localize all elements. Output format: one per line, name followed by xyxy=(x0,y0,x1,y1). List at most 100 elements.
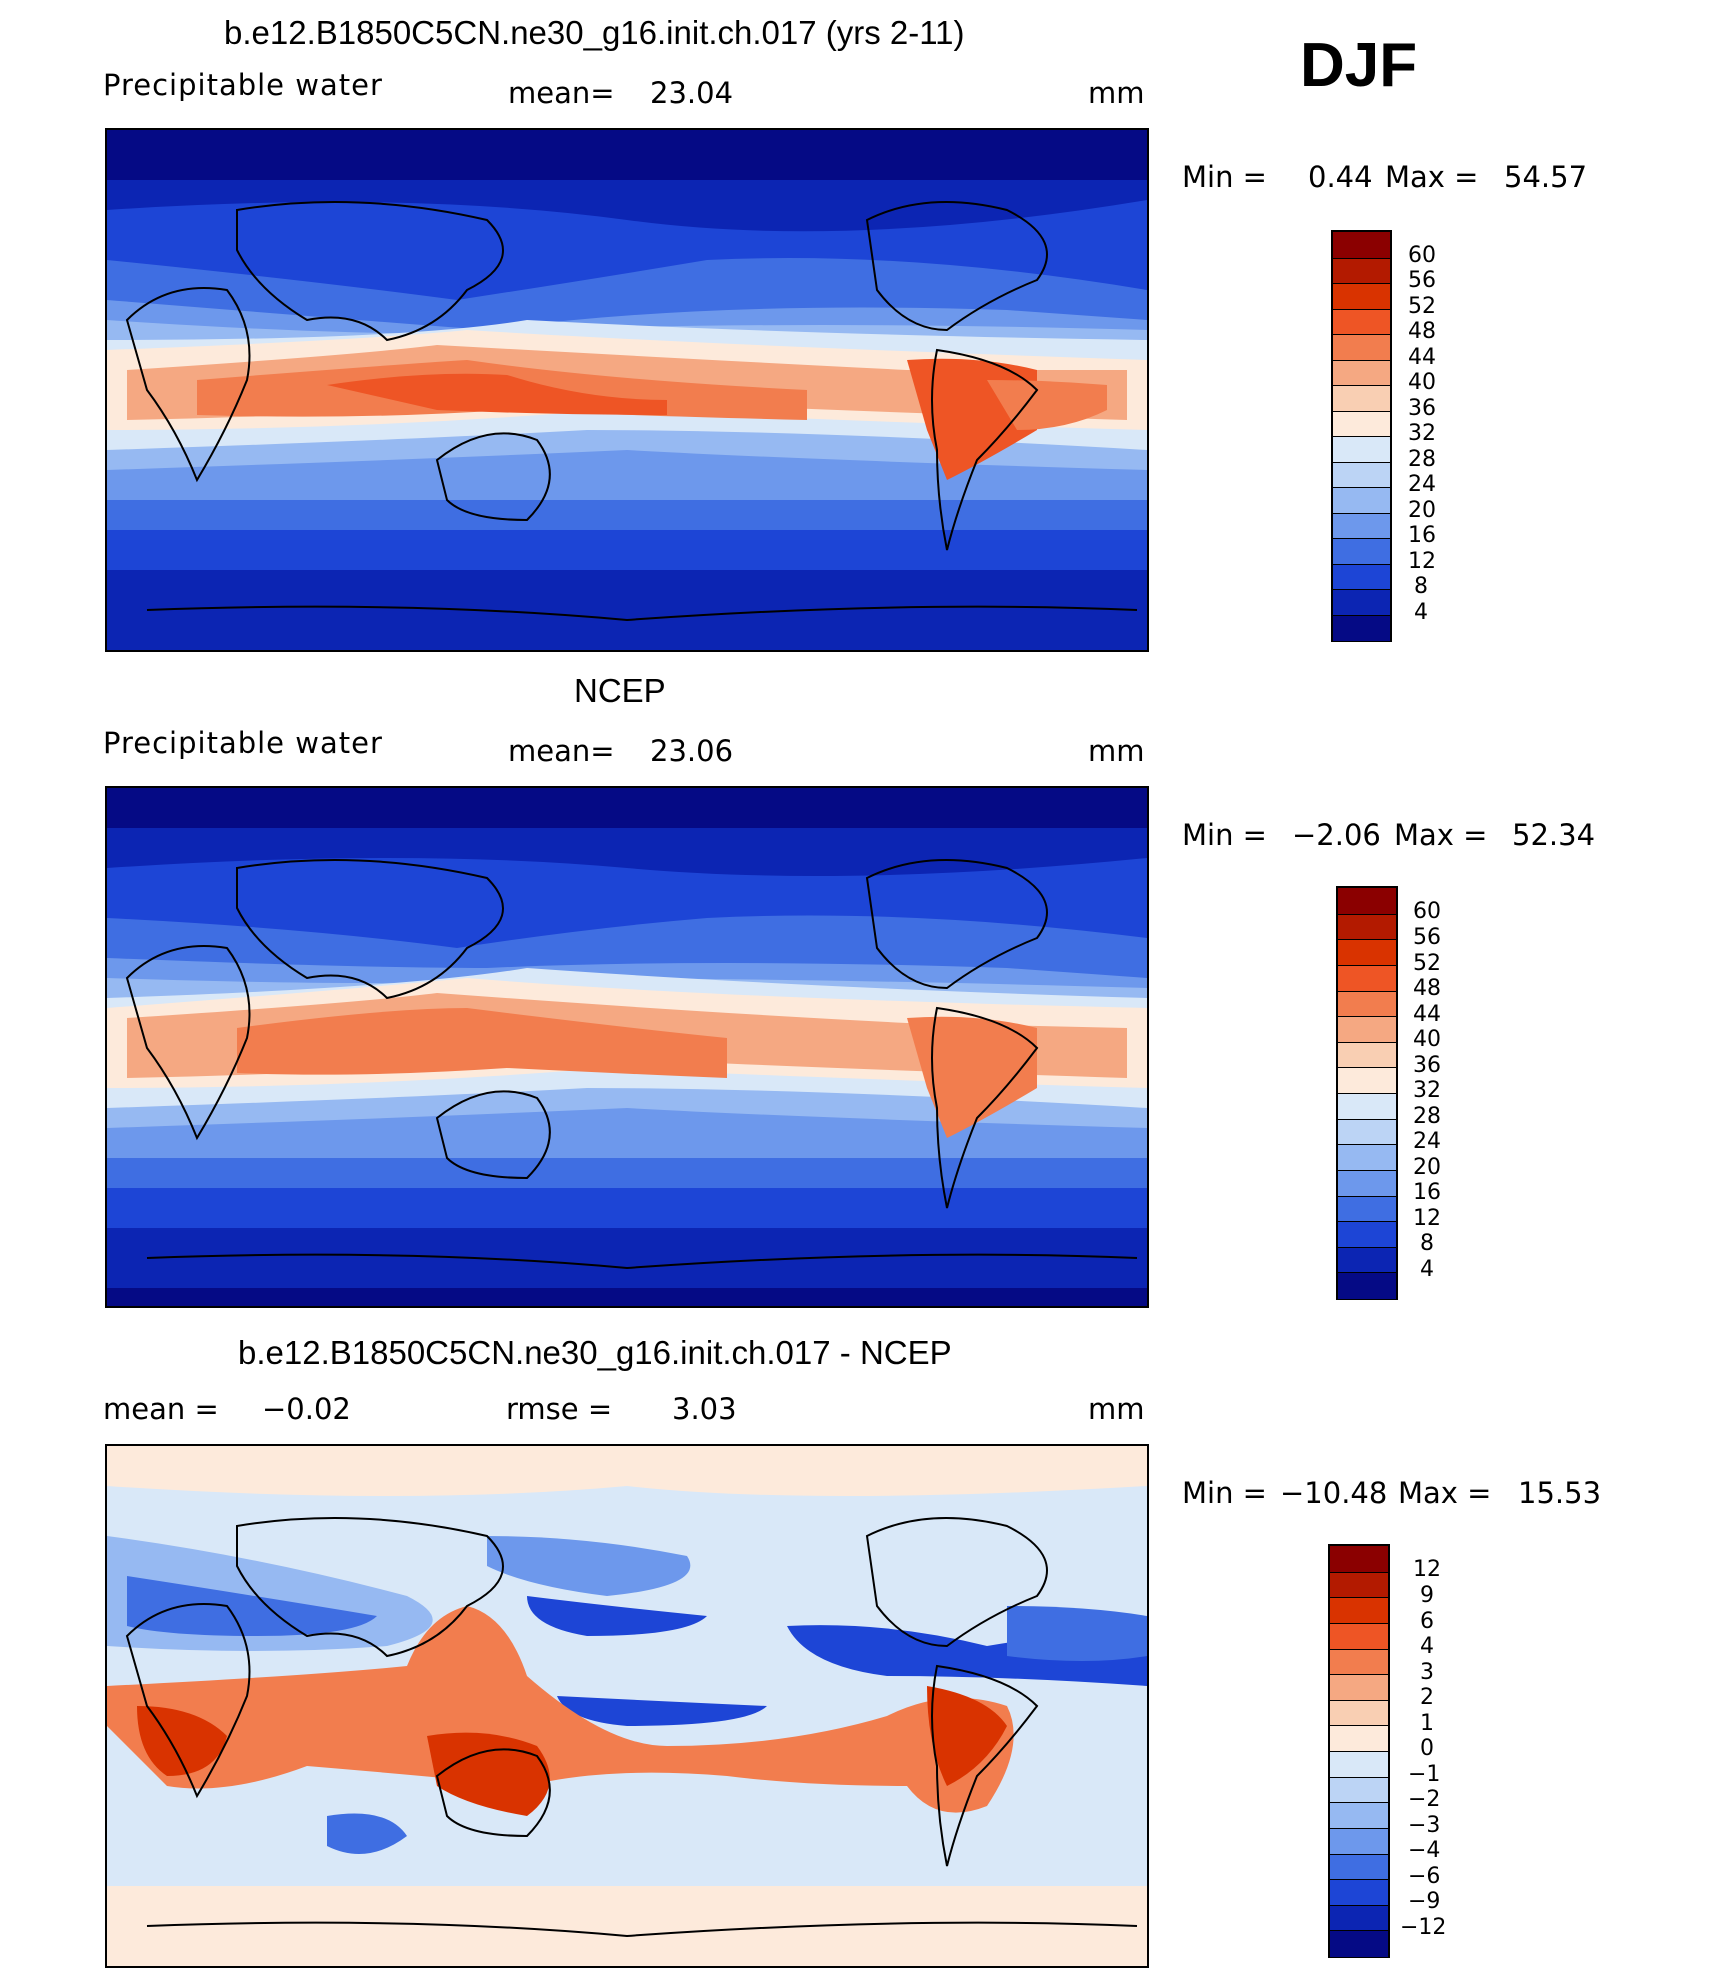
panel3-max-value: 15.53 xyxy=(1518,1476,1602,1510)
panel3-tick: 1 xyxy=(1420,1711,1434,1736)
colorbar-band xyxy=(1330,1571,1388,1599)
panel1-min-label: Min = xyxy=(1182,160,1267,194)
panel2-tick: 52 xyxy=(1413,951,1441,976)
colorbar-band xyxy=(1330,1776,1388,1804)
colorbar-band xyxy=(1333,614,1390,641)
colorbar-band xyxy=(1333,334,1390,361)
panel3-rmse-label: rmse = xyxy=(506,1392,613,1426)
panel3-title: b.e12.B1850C5CN.ne30_g16.init.ch.017 - N… xyxy=(238,1334,952,1371)
panel2-tick: 32 xyxy=(1413,1078,1441,1103)
panel3-tick: 0 xyxy=(1420,1736,1434,1761)
colorbar-band xyxy=(1338,913,1396,941)
panel1-max-label: Max = xyxy=(1385,160,1479,194)
colorbar-band xyxy=(1338,1016,1396,1043)
panel3-rmse-value: 3.03 xyxy=(672,1392,737,1426)
panel1-tick: 20 xyxy=(1408,498,1436,523)
panel1-map-svg xyxy=(107,130,1147,650)
panel3-map xyxy=(105,1444,1149,1968)
colorbar-band xyxy=(1338,990,1396,1018)
panel1-tick: 44 xyxy=(1408,345,1436,370)
colorbar-band xyxy=(1330,1597,1388,1624)
panel3-tick: 12 xyxy=(1413,1557,1441,1582)
panel2-colorbar xyxy=(1336,886,1398,1300)
colorbar-band xyxy=(1330,1751,1388,1778)
panel2-tick: 4 xyxy=(1420,1257,1434,1282)
panel2-min-label: Min = xyxy=(1182,818,1267,852)
panel3-min-value: −10.48 xyxy=(1280,1476,1388,1510)
colorbar-band xyxy=(1338,888,1396,915)
colorbar-band xyxy=(1333,487,1390,514)
panel3-mean-value: −0.02 xyxy=(262,1392,351,1426)
colorbar-band xyxy=(1338,1246,1396,1274)
panel1-units: mm xyxy=(1088,76,1145,110)
panel1-tick: 48 xyxy=(1408,319,1436,344)
panel3-tick: −3 xyxy=(1408,1813,1441,1838)
panel2-tick: 24 xyxy=(1413,1129,1441,1154)
colorbar-band xyxy=(1338,1169,1396,1197)
colorbar-band xyxy=(1333,257,1390,284)
panel2-tick: 16 xyxy=(1413,1180,1441,1205)
panel1-max-value: 54.57 xyxy=(1504,160,1588,194)
colorbar-band xyxy=(1333,359,1390,386)
panel3-map-svg xyxy=(107,1446,1147,1966)
panel3-colorbar xyxy=(1328,1544,1390,1958)
colorbar-band xyxy=(1338,1093,1396,1120)
panel3-tick: 9 xyxy=(1420,1583,1434,1608)
panel1-tick: 12 xyxy=(1408,549,1436,574)
colorbar-band xyxy=(1333,232,1390,259)
colorbar-band xyxy=(1330,1827,1388,1855)
colorbar-band xyxy=(1330,1930,1388,1957)
colorbar-band xyxy=(1333,589,1390,616)
colorbar-band xyxy=(1338,1195,1396,1223)
colorbar-band xyxy=(1333,283,1390,310)
panel2-tick: 40 xyxy=(1413,1027,1441,1052)
colorbar-band xyxy=(1330,1674,1388,1701)
panel3-tick: −4 xyxy=(1408,1838,1441,1863)
panel2-tick: 36 xyxy=(1413,1053,1441,1078)
panel2-mean-label: mean= xyxy=(508,734,615,768)
panel2-mean-value: 23.06 xyxy=(650,734,734,768)
panel3-tick: −2 xyxy=(1408,1787,1441,1812)
colorbar-band xyxy=(1333,436,1390,463)
panel1-tick: 4 xyxy=(1414,600,1428,625)
panel2-variable-label: Precipitable water xyxy=(103,726,383,760)
colorbar-band xyxy=(1330,1725,1388,1752)
panel2-map xyxy=(105,786,1149,1308)
colorbar-band xyxy=(1338,1144,1396,1171)
panel1-tick: 24 xyxy=(1408,472,1436,497)
colorbar-band xyxy=(1333,385,1390,412)
panel3-mean-label: mean = xyxy=(103,1392,219,1426)
panel3-max-label: Max = xyxy=(1398,1476,1492,1510)
colorbar-band xyxy=(1338,964,1396,992)
colorbar-band xyxy=(1330,1879,1388,1906)
panel1-tick: 52 xyxy=(1408,294,1436,319)
panel2-tick: 44 xyxy=(1413,1002,1441,1027)
panel1-tick: 28 xyxy=(1408,447,1436,472)
panel2-tick: 12 xyxy=(1413,1206,1441,1231)
panel1-colorbar xyxy=(1331,230,1392,642)
panel1-min-value: 0.44 xyxy=(1308,160,1373,194)
panel1-title: b.e12.B1850C5CN.ne30_g16.init.ch.017 (yr… xyxy=(224,14,965,51)
season-label: DJF xyxy=(1300,31,1418,100)
panel2-tick: 60 xyxy=(1413,899,1441,924)
panel2-tick: 8 xyxy=(1420,1231,1434,1256)
colorbar-band xyxy=(1333,410,1390,437)
panel1-tick: 16 xyxy=(1408,523,1436,548)
panel3-tick: 6 xyxy=(1420,1609,1434,1634)
panel2-max-value: 52.34 xyxy=(1512,818,1596,852)
panel1-tick: 56 xyxy=(1408,268,1436,293)
panel3-tick: −12 xyxy=(1400,1915,1447,1940)
panel2-map-svg xyxy=(107,788,1147,1306)
colorbar-band xyxy=(1333,461,1390,488)
panel2-max-label: Max = xyxy=(1394,818,1488,852)
panel1-tick: 32 xyxy=(1408,421,1436,446)
panel3-tick: 3 xyxy=(1420,1660,1434,1685)
colorbar-band xyxy=(1338,939,1396,966)
colorbar-band xyxy=(1330,1802,1388,1829)
colorbar-band xyxy=(1333,538,1390,565)
panel3-units: mm xyxy=(1088,1392,1145,1426)
panel1-tick: 8 xyxy=(1414,574,1428,599)
colorbar-band xyxy=(1338,1272,1396,1299)
colorbar-band xyxy=(1338,1041,1396,1069)
panel1-tick: 36 xyxy=(1408,396,1436,421)
